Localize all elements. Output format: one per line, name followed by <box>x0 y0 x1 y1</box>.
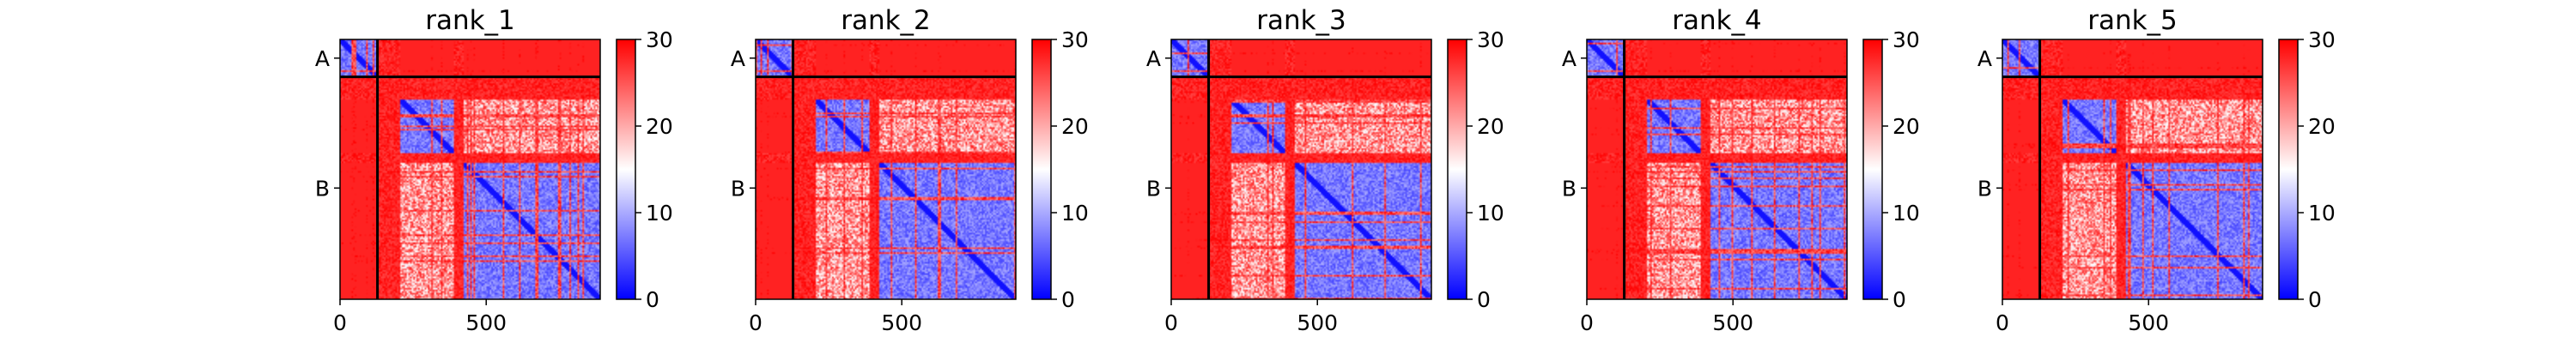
heatmap-frame <box>755 39 1017 300</box>
x-tick-label: 0 <box>1580 310 1594 335</box>
heatmap-image <box>2002 39 2263 299</box>
y-tick-label: A <box>1562 46 1577 71</box>
y-tick-label: A <box>731 46 745 71</box>
heatmap-panel: rank_2 0 500 A B 0 10 20 30 <box>731 5 1089 335</box>
colorbar-tick-label: 10 <box>2308 201 2336 226</box>
colorbar-tick-label: 0 <box>1061 287 1075 312</box>
colorbar-tick-label: 10 <box>1061 201 1089 226</box>
colorbar-tick-label: 30 <box>1893 27 1920 52</box>
colorbar-tick-label: 0 <box>2308 287 2322 312</box>
colorbar <box>1031 39 1052 300</box>
heatmap-frame <box>2002 39 2263 300</box>
heatmap-frame <box>339 39 601 300</box>
x-tick-label: 0 <box>333 310 347 335</box>
chart-title: rank_3 <box>1256 5 1346 36</box>
colorbar <box>1862 39 1883 300</box>
heatmap-image <box>1587 39 1847 299</box>
colorbar-tick-label: 30 <box>1477 27 1504 52</box>
colorbar-tick-label: 10 <box>646 201 673 226</box>
colorbar-tick-label: 0 <box>1893 287 1906 312</box>
y-tick-label: A <box>1146 46 1161 71</box>
colorbar-tick-label: 30 <box>2308 27 2336 52</box>
heatmap-image <box>1171 39 1431 299</box>
colorbar <box>616 39 636 300</box>
colorbar-tick-label: 0 <box>646 287 659 312</box>
x-tick-label: 0 <box>1996 310 2009 335</box>
heatmap-panel: rank_1 0 500 A B 0 10 20 30 <box>315 5 673 335</box>
colorbar-tick-label: 20 <box>2308 114 2336 139</box>
chart-title: rank_1 <box>425 5 515 36</box>
y-tick-label: B <box>1978 176 1992 201</box>
y-tick-label: B <box>315 176 330 201</box>
colorbar <box>1447 39 1467 300</box>
colorbar-tick-label: 10 <box>1893 201 1920 226</box>
y-tick-label: A <box>1978 46 1992 71</box>
colorbar-tick-label: 20 <box>1893 114 1920 139</box>
x-tick-label: 500 <box>881 310 922 335</box>
colorbar-tick-label: 0 <box>1477 287 1491 312</box>
colorbar-tick-label: 20 <box>1477 114 1504 139</box>
colorbar <box>2278 39 2299 300</box>
chart-title: rank_5 <box>2087 5 2178 36</box>
colorbar-tick-label: 10 <box>1477 201 1504 226</box>
x-tick-label: 0 <box>749 310 762 335</box>
y-tick-label: B <box>1146 176 1161 201</box>
heatmap-image <box>340 39 600 299</box>
chart-title: rank_4 <box>1672 5 1762 36</box>
colorbar-tick-label: 30 <box>646 27 673 52</box>
chart-title: rank_2 <box>841 5 931 36</box>
heatmap-frame <box>1170 39 1432 300</box>
y-tick-label: B <box>1562 176 1577 201</box>
y-tick-label: A <box>315 46 330 71</box>
colorbar-tick-label: 30 <box>1061 27 1089 52</box>
colorbar-tick-label: 20 <box>646 114 673 139</box>
x-tick-label: 500 <box>465 310 507 335</box>
heatmap-image <box>756 39 1016 299</box>
heatmap-panel: rank_4 0 500 A B 0 10 20 30 <box>1562 5 1920 335</box>
heatmap-panel: rank_3 0 500 A B 0 10 20 30 <box>1146 5 1504 335</box>
heatmap-panel: rank_5 0 500 A B 0 10 20 30 <box>1978 5 2336 335</box>
heatmap-frame <box>1586 39 1848 300</box>
x-tick-label: 0 <box>1164 310 1178 335</box>
y-tick-label: B <box>731 176 745 201</box>
x-tick-label: 500 <box>1297 310 1338 335</box>
colorbar-tick-label: 20 <box>1061 114 1089 139</box>
x-tick-label: 500 <box>2128 310 2169 335</box>
x-tick-label: 500 <box>1712 310 1753 335</box>
